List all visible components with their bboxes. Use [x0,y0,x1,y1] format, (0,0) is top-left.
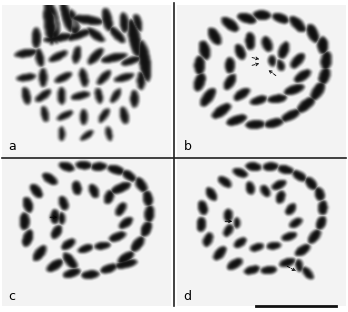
Text: a: a [8,140,16,153]
Text: d: d [183,290,191,303]
Text: c: c [8,290,16,303]
Text: b: b [183,140,191,153]
